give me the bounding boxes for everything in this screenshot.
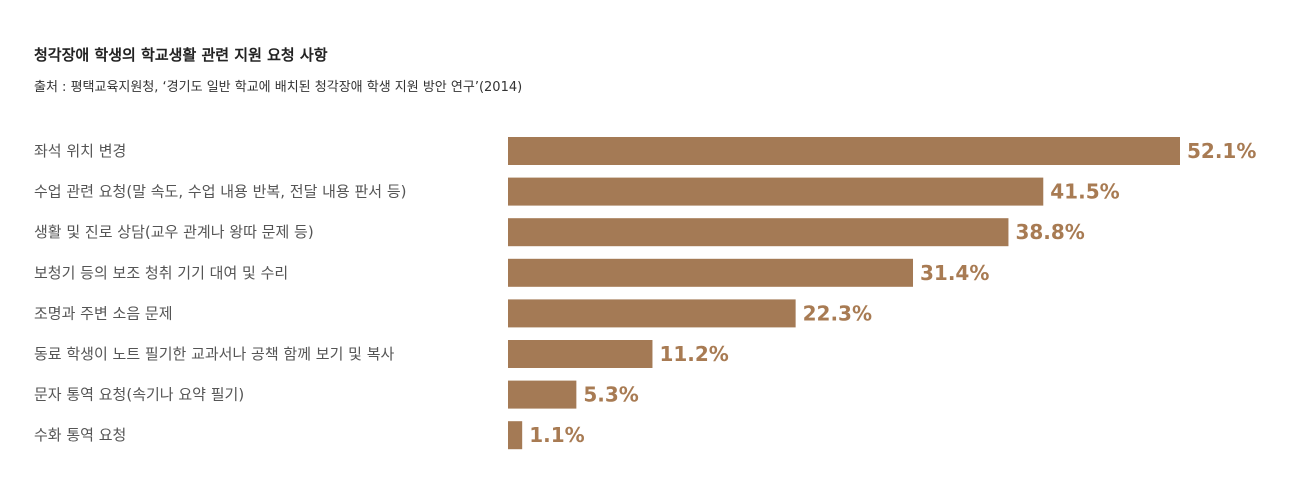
bar xyxy=(508,421,523,450)
value-label: 1.1% xyxy=(529,423,584,447)
chart-source: 출처 : 평택교육지원청, ‘경기도 일반 학교에 배치된 청각장애 학생 지원… xyxy=(34,80,523,95)
bar xyxy=(508,218,1009,247)
value-label: 31.4% xyxy=(920,261,989,285)
category-label: 보청기 등의 보조 청취 기기 대여 및 수리 xyxy=(34,264,288,282)
value-label: 5.3% xyxy=(583,383,638,407)
bar xyxy=(508,299,796,328)
value-label: 38.8% xyxy=(1015,220,1084,244)
category-label: 문자 통역 요청(속기나 요약 필기) xyxy=(34,386,244,404)
category-label: 조명과 주변 소음 문제 xyxy=(34,304,173,322)
category-label: 생활 및 진로 상담(교우 관계나 왕따 문제 등) xyxy=(34,223,314,241)
bar xyxy=(508,380,577,409)
category-label: 수화 통역 요청 xyxy=(34,426,126,444)
value-label: 41.5% xyxy=(1050,180,1119,204)
bar xyxy=(508,177,1044,206)
category-label: 좌석 위치 변경 xyxy=(34,142,126,160)
bar xyxy=(508,258,914,287)
category-label: 동료 학생이 노트 필기한 교과서나 공책 함께 보기 및 복사 xyxy=(34,345,395,363)
bar xyxy=(508,137,1180,165)
value-label: 22.3% xyxy=(803,301,872,325)
chart-title: 청각장애 학생의 학교생활 관련 지원 요청 사항 xyxy=(34,46,328,64)
value-label: 52.1% xyxy=(1187,139,1256,163)
category-label: 수업 관련 요청(말 속도, 수업 내용 반복, 전달 내용 판서 등) xyxy=(34,183,407,201)
value-label: 11.2% xyxy=(659,342,728,366)
bar xyxy=(508,340,653,368)
